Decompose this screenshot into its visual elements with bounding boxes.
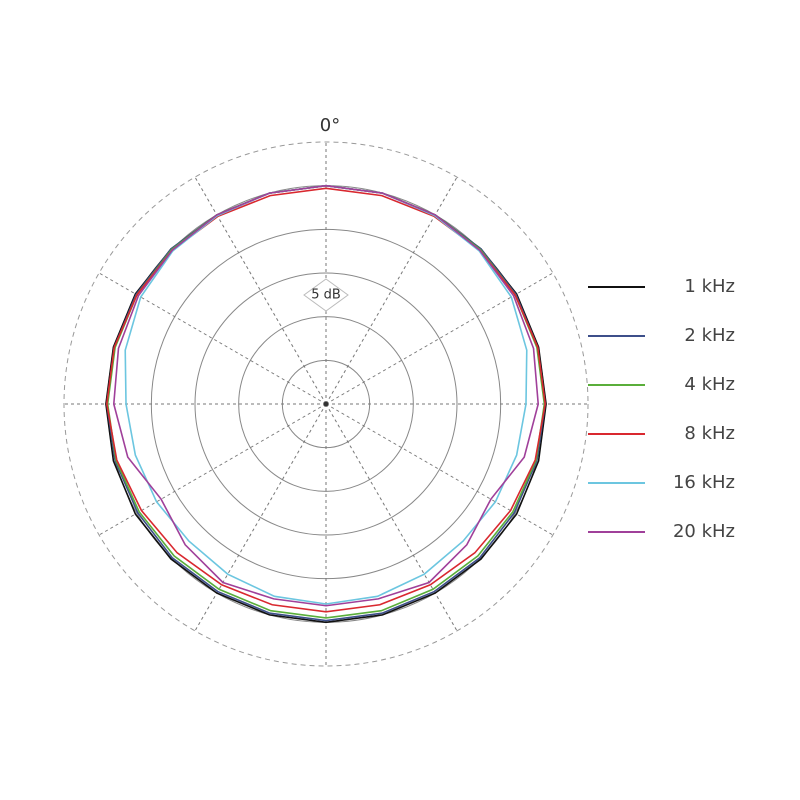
spoke bbox=[325, 403, 554, 536]
legend-label: 8 kHz bbox=[684, 423, 735, 444]
legend: 1 kHz 2 kHz 4 kHz 8 kHz 16 kHz 20 kHz bbox=[588, 276, 735, 542]
legend-label: 20 kHz bbox=[673, 521, 735, 542]
scale-label: 5 dB bbox=[311, 288, 341, 303]
grid-ring bbox=[194, 272, 458, 536]
grid: 0° 5 dB bbox=[63, 115, 589, 667]
angle-label: 0° bbox=[320, 115, 340, 136]
center-dot bbox=[323, 401, 329, 407]
grid-ring bbox=[63, 141, 589, 667]
legend-label: 1 kHz bbox=[684, 276, 735, 297]
scale-box bbox=[303, 278, 349, 312]
curve bbox=[105, 184, 547, 624]
curve bbox=[105, 187, 547, 613]
grid-ring bbox=[238, 316, 414, 492]
curves bbox=[105, 184, 547, 624]
legend-label: 16 kHz bbox=[673, 472, 735, 493]
curve bbox=[105, 184, 547, 622]
legend-label: 2 kHz bbox=[684, 325, 735, 346]
curve bbox=[112, 184, 540, 607]
curve bbox=[124, 184, 528, 605]
legend-label: 4 kHz bbox=[684, 374, 735, 395]
spoke bbox=[98, 403, 327, 536]
